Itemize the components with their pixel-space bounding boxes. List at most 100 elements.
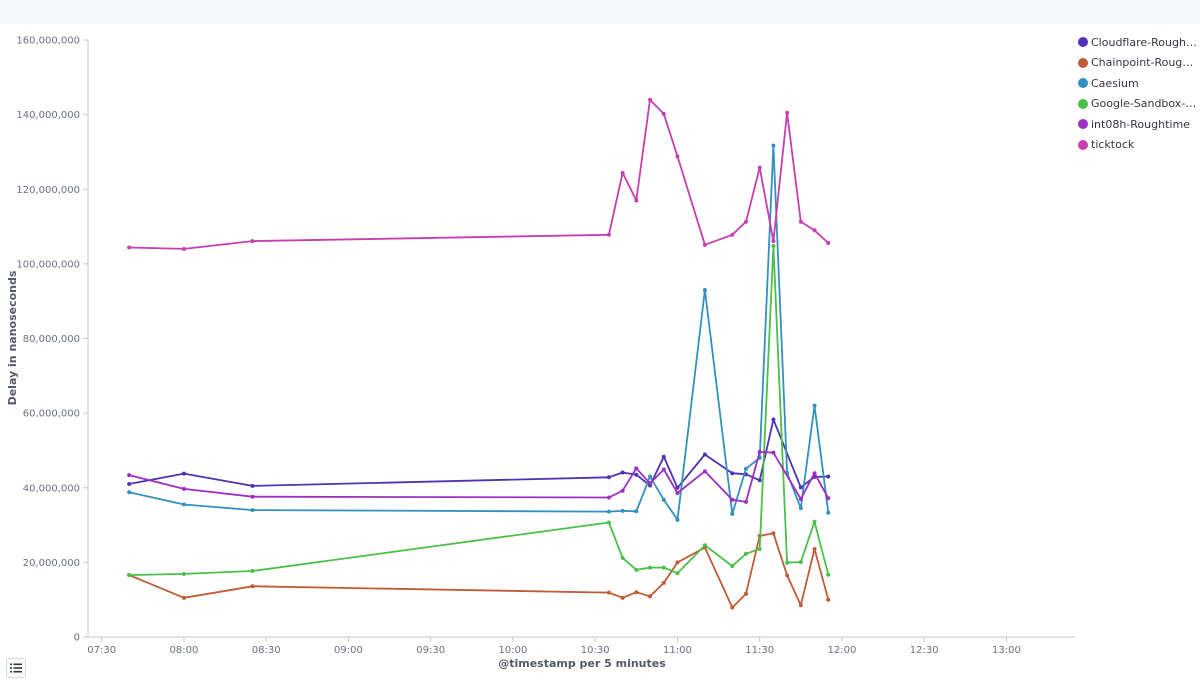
y-tick-label: 80,000,000	[23, 334, 80, 345]
data-point	[826, 240, 831, 245]
data-point	[634, 198, 639, 203]
x-tick-label: 09:30	[416, 645, 445, 656]
data-point	[620, 470, 625, 475]
data-point	[634, 472, 639, 477]
data-point	[648, 565, 653, 570]
y-axis-ticks: 0 20,000,000 40,000,000 60,000,000 80,000,00…	[16, 36, 88, 644]
data-point	[702, 287, 707, 292]
data-point	[812, 228, 817, 233]
data-point	[798, 603, 803, 608]
series-layer	[127, 97, 831, 610]
data-point	[744, 499, 748, 504]
legend-item[interactable]: Cloudflare-Roughtime	[1078, 32, 1200, 53]
data-point	[181, 246, 186, 251]
legend-swatch	[1078, 57, 1088, 68]
data-point	[127, 245, 132, 250]
data-point	[181, 502, 186, 507]
series-int08h-roughtime	[127, 449, 831, 504]
data-point	[661, 565, 666, 570]
data-point	[250, 584, 255, 589]
legend-item[interactable]: ticktock	[1078, 135, 1200, 156]
data-point	[798, 496, 803, 501]
data-point	[826, 496, 831, 501]
data-point	[127, 482, 132, 487]
data-point	[730, 497, 735, 502]
x-axis-ticks: 07:30 08:00 08:30 09:00 09:30 10:00 10:30 11:00…	[87, 637, 1021, 656]
legend-item[interactable]: Caesium	[1078, 73, 1200, 94]
legend-toggle-button[interactable]	[6, 658, 26, 678]
data-point	[702, 469, 707, 474]
data-point	[771, 531, 776, 536]
data-point	[798, 219, 803, 224]
x-tick-label: 13:00	[992, 645, 1021, 656]
data-point	[127, 573, 132, 578]
legend-label: Caesium	[1091, 76, 1139, 90]
data-point	[661, 497, 666, 502]
x-tick-label: 09:00	[334, 645, 363, 656]
data-point	[127, 490, 132, 495]
data-point	[785, 110, 790, 115]
data-point	[620, 595, 625, 600]
data-point	[181, 471, 186, 476]
data-point	[634, 590, 639, 595]
legend-item[interactable]: Chainpoint-Roughtime	[1078, 53, 1200, 74]
data-point	[744, 466, 748, 471]
legend-label: Cloudflare-Roughtime	[1091, 35, 1200, 49]
series-google-sandbox-roughtime	[127, 243, 831, 578]
y-tick-label: 20,000,000	[23, 558, 80, 569]
y-tick-label: 0	[74, 633, 80, 644]
data-point	[606, 590, 611, 595]
series-chainpoint-roughtime	[127, 531, 831, 610]
data-point	[606, 509, 611, 514]
data-point	[675, 485, 680, 490]
data-point	[798, 485, 803, 490]
data-point	[181, 595, 186, 600]
data-point	[812, 519, 817, 524]
data-point	[661, 111, 666, 116]
data-point	[702, 242, 707, 247]
data-point	[757, 478, 762, 483]
data-point	[675, 154, 680, 159]
x-axis-title: @timestamp per 5 minutes	[498, 657, 666, 670]
data-point	[620, 555, 625, 560]
data-point	[771, 417, 776, 422]
data-point	[785, 573, 790, 578]
data-point	[771, 239, 776, 244]
legend-swatch	[1078, 78, 1088, 89]
y-tick-label: 120,000,000	[16, 185, 80, 196]
data-point	[730, 511, 735, 516]
data-point	[730, 564, 735, 569]
legend-item[interactable]: int08h-Roughtime	[1078, 114, 1200, 135]
x-tick-label: 12:00	[828, 645, 857, 656]
data-point	[620, 508, 625, 513]
series-line	[128, 144, 830, 521]
data-point	[250, 508, 255, 513]
legend-swatch	[1078, 98, 1088, 109]
top-toolbar-strip	[0, 0, 1200, 24]
x-tick-label: 08:30	[252, 645, 281, 656]
data-point	[798, 506, 803, 511]
data-point	[744, 219, 748, 224]
data-point	[648, 481, 653, 486]
data-point	[634, 567, 639, 572]
data-point	[181, 486, 186, 491]
data-point	[702, 543, 707, 548]
data-point	[606, 495, 611, 500]
y-axis-title: Delay in nanoseconds	[6, 270, 19, 405]
legend-label: int08h-Roughtime	[1091, 117, 1190, 131]
data-point	[675, 571, 680, 576]
series-line	[129, 98, 829, 250]
legend-item[interactable]: Google-Sandbox-Roughtime	[1078, 94, 1200, 115]
data-point	[250, 239, 255, 244]
data-point	[250, 494, 255, 499]
data-point	[812, 403, 817, 408]
x-tick-label: 12:30	[910, 645, 939, 656]
data-point	[606, 475, 611, 480]
data-point	[250, 483, 255, 488]
y-tick-label: 100,000,000	[16, 259, 80, 270]
data-point	[648, 97, 653, 102]
data-point	[606, 520, 611, 525]
legend-swatch	[1078, 119, 1088, 130]
data-point	[785, 560, 790, 565]
data-point	[634, 509, 639, 514]
